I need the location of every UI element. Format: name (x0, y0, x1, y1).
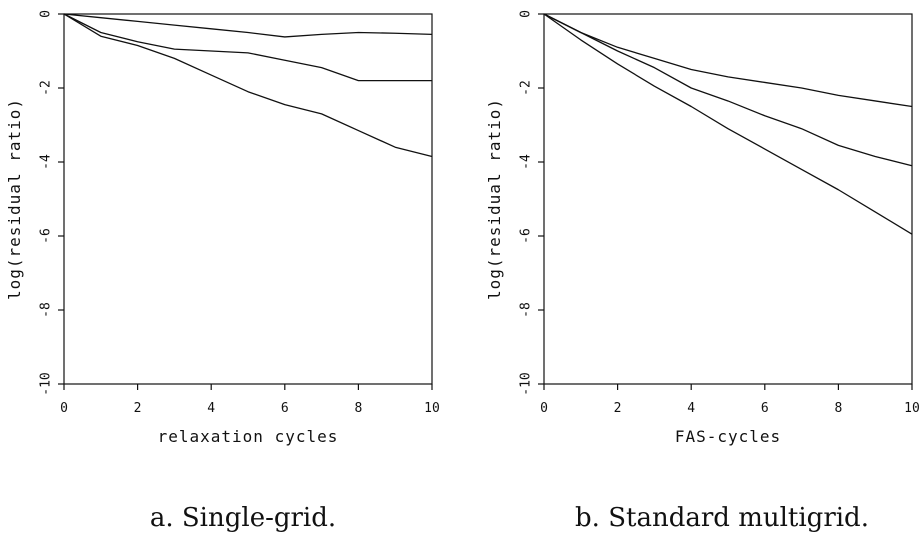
x-axis-label: FAS-cycles (675, 427, 781, 446)
panel-caption: b. Standard multigrid. (575, 503, 869, 533)
y-tick-label: 0 (519, 10, 534, 18)
plot-frame (63, 13, 433, 385)
panel-standard-multigrid: 0 2 4 6 8 10 0 -2 -4 -6 -8 -10 FAS-cycles log(residua… (485, 10, 920, 533)
y-tick-label: -2 (39, 80, 54, 96)
x-tick-label: 2 (134, 401, 142, 416)
x-axis-label: relaxation cycles (158, 427, 339, 446)
y-tick-label: -2 (519, 80, 534, 96)
series-line-2 (63, 13, 432, 82)
y-tick-label: -6 (519, 228, 534, 244)
panel-caption: a. Single-grid. (150, 503, 336, 533)
x-tick-label: 6 (281, 401, 289, 416)
y-tick-label: -4 (39, 154, 54, 170)
x-tick-label: 10 (904, 401, 920, 416)
x-tick-label: 2 (614, 401, 622, 416)
y-tick-label: -6 (39, 228, 54, 244)
series-line-3 (63, 13, 433, 158)
series-line-3 (543, 13, 913, 235)
y-tick-label: -4 (519, 154, 534, 170)
x-tick-label: 8 (834, 401, 842, 416)
x-tick-label: 6 (761, 401, 769, 416)
y-axis-label: log(residual ratio) (485, 98, 504, 300)
y-tick-label: -10 (39, 372, 54, 395)
y-tick-label: -8 (39, 302, 54, 318)
y-tick-label: -8 (519, 302, 534, 318)
plot-frame (543, 13, 913, 385)
series-line-2 (543, 13, 913, 167)
x-tick-label: 10 (424, 401, 440, 416)
x-tick-label: 4 (687, 401, 695, 416)
x-tick-label: 4 (207, 401, 215, 416)
y-tick-label: 0 (39, 10, 54, 18)
series-line-1 (63, 13, 433, 38)
x-tick-label: 0 (60, 401, 68, 416)
x-tick-label: 0 (540, 401, 548, 416)
panel-single-grid: 0 2 4 6 8 10 0 -2 -4 -6 -8 -10 relaxation cycles log(… (5, 10, 440, 533)
x-tick-label: 8 (354, 401, 362, 416)
y-tick-label: -10 (519, 372, 534, 395)
series-line-1 (543, 13, 913, 108)
y-axis-label: log(residual ratio) (5, 98, 24, 300)
